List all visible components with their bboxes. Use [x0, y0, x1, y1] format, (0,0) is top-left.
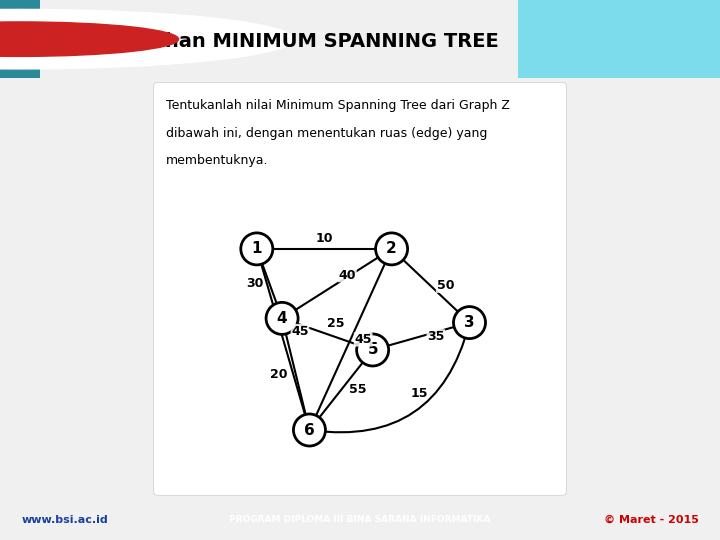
- Circle shape: [266, 302, 298, 334]
- Text: 4: 4: [276, 311, 287, 326]
- Text: 30: 30: [246, 277, 264, 290]
- Text: 2: 2: [386, 241, 397, 256]
- Polygon shape: [0, 0, 40, 78]
- Text: 6: 6: [304, 422, 315, 437]
- Text: © Maret - 2015: © Maret - 2015: [603, 515, 698, 525]
- Text: 10: 10: [315, 232, 333, 245]
- Text: 55: 55: [349, 383, 366, 396]
- Text: 5: 5: [367, 342, 378, 357]
- Circle shape: [294, 414, 325, 446]
- Text: 45: 45: [291, 325, 309, 338]
- Circle shape: [0, 22, 179, 56]
- Text: membentuknya.: membentuknya.: [166, 154, 269, 167]
- Text: 3: 3: [464, 315, 474, 330]
- FancyArrowPatch shape: [312, 325, 469, 433]
- Circle shape: [356, 334, 389, 366]
- Circle shape: [0, 9, 294, 69]
- Text: www.bsi.ac.id: www.bsi.ac.id: [22, 515, 108, 525]
- Text: 45: 45: [354, 333, 372, 346]
- Text: 1: 1: [251, 241, 262, 256]
- Text: 20: 20: [270, 368, 288, 381]
- Text: Permasalahan MINIMUM SPANNING TREE: Permasalahan MINIMUM SPANNING TREE: [50, 32, 499, 51]
- Text: 15: 15: [410, 387, 428, 400]
- Text: 25: 25: [327, 317, 345, 330]
- Circle shape: [240, 233, 273, 265]
- Text: 40: 40: [338, 269, 356, 282]
- Text: 35: 35: [427, 330, 444, 343]
- Text: PROGRAM DIPLOMA III BINA SARANA INFORMATIKA: PROGRAM DIPLOMA III BINA SARANA INFORMAT…: [229, 515, 491, 524]
- Polygon shape: [518, 0, 720, 78]
- Circle shape: [454, 307, 485, 339]
- Text: dibawah ini, dengan menentukan ruas (edge) yang: dibawah ini, dengan menentukan ruas (edg…: [166, 127, 487, 140]
- Text: Tentukanlah nilai Minimum Spanning Tree dari Graph Z: Tentukanlah nilai Minimum Spanning Tree …: [166, 99, 510, 112]
- Circle shape: [376, 233, 408, 265]
- Text: 50: 50: [436, 279, 454, 292]
- FancyBboxPatch shape: [153, 83, 567, 495]
